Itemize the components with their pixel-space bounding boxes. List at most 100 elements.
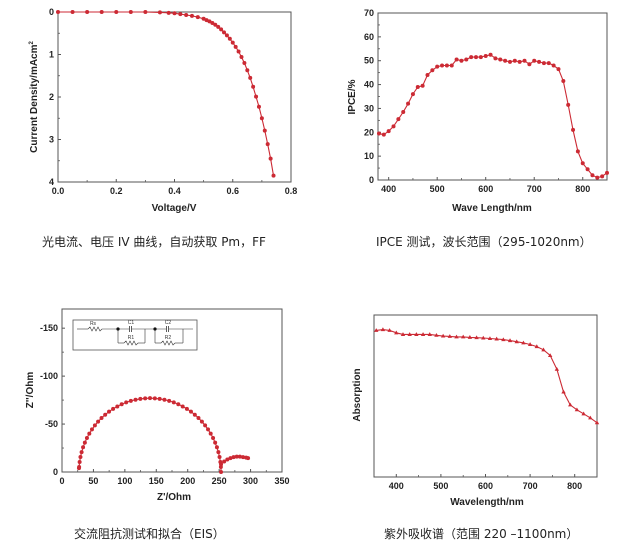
- iv-point: [239, 55, 244, 60]
- eis-point: [103, 412, 108, 417]
- eis-point: [152, 396, 157, 401]
- y-tick-label: 20: [364, 127, 374, 137]
- ipce-point: [469, 55, 474, 60]
- eis-point: [225, 457, 230, 462]
- eis-point: [196, 416, 201, 421]
- ipce-point: [605, 170, 609, 175]
- x-tick-label: 700: [523, 481, 538, 491]
- x-tick-label: 100: [117, 476, 132, 486]
- inset-label-c1: C1: [128, 320, 135, 326]
- absorption-point: [440, 333, 446, 338]
- ipce-point: [449, 63, 454, 68]
- eis-point: [162, 397, 167, 402]
- eis-point: [128, 398, 133, 403]
- ipce-point: [541, 61, 546, 66]
- x-tick-label: 600: [478, 184, 493, 194]
- ipce-point: [503, 58, 508, 63]
- eis-chart: 0 50 100 150 200 250 300 350 0 -50 -100 -150: [25, 308, 290, 503]
- ipce-point: [556, 67, 561, 72]
- eis-point: [124, 400, 129, 405]
- absorption-point: [574, 407, 580, 412]
- iv-line: [58, 11, 275, 176]
- ipce-point: [600, 174, 605, 179]
- eis-point: [228, 456, 233, 461]
- ipce-point: [415, 84, 420, 89]
- eis-point: [133, 397, 138, 402]
- ipce-point: [590, 173, 595, 178]
- ipce-y-axis-title: IPCE/%: [347, 79, 358, 114]
- iv-x-ticks: 0.0 0.2 0.4 0.6 0.8: [52, 179, 297, 196]
- y-tick-label: 40: [364, 80, 374, 90]
- ipce-point: [493, 56, 498, 61]
- eis-point: [89, 427, 94, 432]
- ipce-line: [378, 54, 608, 179]
- iv-y-axis-title-group: Current Density/mAcm2: [29, 40, 40, 152]
- absorption-point: [454, 334, 459, 339]
- iv-point: [178, 12, 183, 17]
- eis-point: [203, 423, 208, 428]
- iv-point: [254, 94, 259, 99]
- absorption-point: [407, 332, 412, 336]
- inset-label-c2: C2: [165, 320, 172, 326]
- iv-point: [189, 13, 194, 18]
- eis-point: [176, 402, 181, 407]
- iv-point: [242, 61, 247, 65]
- absorption-x-axis-title: Wavelength/nm: [450, 497, 524, 508]
- eis-point: [217, 454, 222, 459]
- ipce-point: [386, 129, 391, 134]
- x-tick-label: 150: [149, 476, 164, 486]
- absorption-point: [487, 336, 493, 340]
- iv-point: [195, 15, 200, 20]
- r2-resistor: [160, 340, 176, 346]
- eis-point: [96, 419, 101, 424]
- ipce-point: [551, 63, 556, 68]
- x-tick-label: 0.0: [52, 186, 65, 196]
- x-tick-label: 400: [389, 481, 404, 491]
- y-tick-label: 0: [53, 467, 58, 477]
- eis-point: [143, 396, 148, 401]
- iv-point: [236, 49, 241, 54]
- x-tick-label: 800: [567, 481, 582, 491]
- ipce-point: [498, 57, 503, 62]
- iv-x-axis-title: Voltage/V: [152, 203, 197, 214]
- absorption-point: [501, 337, 506, 342]
- y-tick-label: 10: [364, 151, 374, 161]
- ipce-point: [430, 68, 435, 73]
- iv-point: [268, 156, 273, 161]
- eis-point: [219, 470, 224, 474]
- iv-point: [207, 19, 212, 24]
- iv-point: [222, 30, 227, 35]
- eis-point: [82, 440, 87, 445]
- y-tick-label: -150: [40, 323, 58, 333]
- iv-point: [233, 44, 238, 49]
- eis-point: [234, 454, 239, 459]
- eis-point: [184, 406, 189, 411]
- eis-y-axis-title: Z''/Ohm: [25, 372, 36, 409]
- equivalent-circuit-inset: Rs C1 R1 C2 R2: [72, 319, 198, 351]
- ipce-point: [376, 131, 381, 136]
- ipce-point: [580, 161, 585, 166]
- ipce-point: [566, 102, 571, 107]
- ipce-x-ticks: 400 500 600 700 800: [381, 177, 590, 194]
- caption-iv: 光电流、电压 IV 曲线，自动获取 Pm，FF: [42, 235, 266, 249]
- absorption-series: [374, 327, 600, 425]
- absorption-point: [380, 327, 386, 332]
- iv-point: [143, 10, 148, 14]
- ipce-point: [459, 58, 464, 63]
- x-tick-label: 350: [274, 476, 289, 486]
- eis-point: [206, 427, 211, 432]
- ipce-point: [454, 57, 459, 62]
- absorption-point: [594, 420, 600, 425]
- absorption-y-axis-title: Absorption: [352, 368, 363, 421]
- x-tick-label: 50: [88, 476, 98, 486]
- absorption-point: [561, 389, 566, 394]
- absorption-point: [394, 330, 399, 335]
- eis-point: [213, 440, 218, 445]
- absorption-x-ticks: 400 500 600 700 800: [389, 474, 582, 491]
- eis-point: [99, 416, 104, 421]
- ipce-point: [512, 58, 517, 63]
- rs-resistor: [87, 326, 103, 332]
- eis-series: [76, 396, 251, 474]
- iv-point: [227, 36, 232, 41]
